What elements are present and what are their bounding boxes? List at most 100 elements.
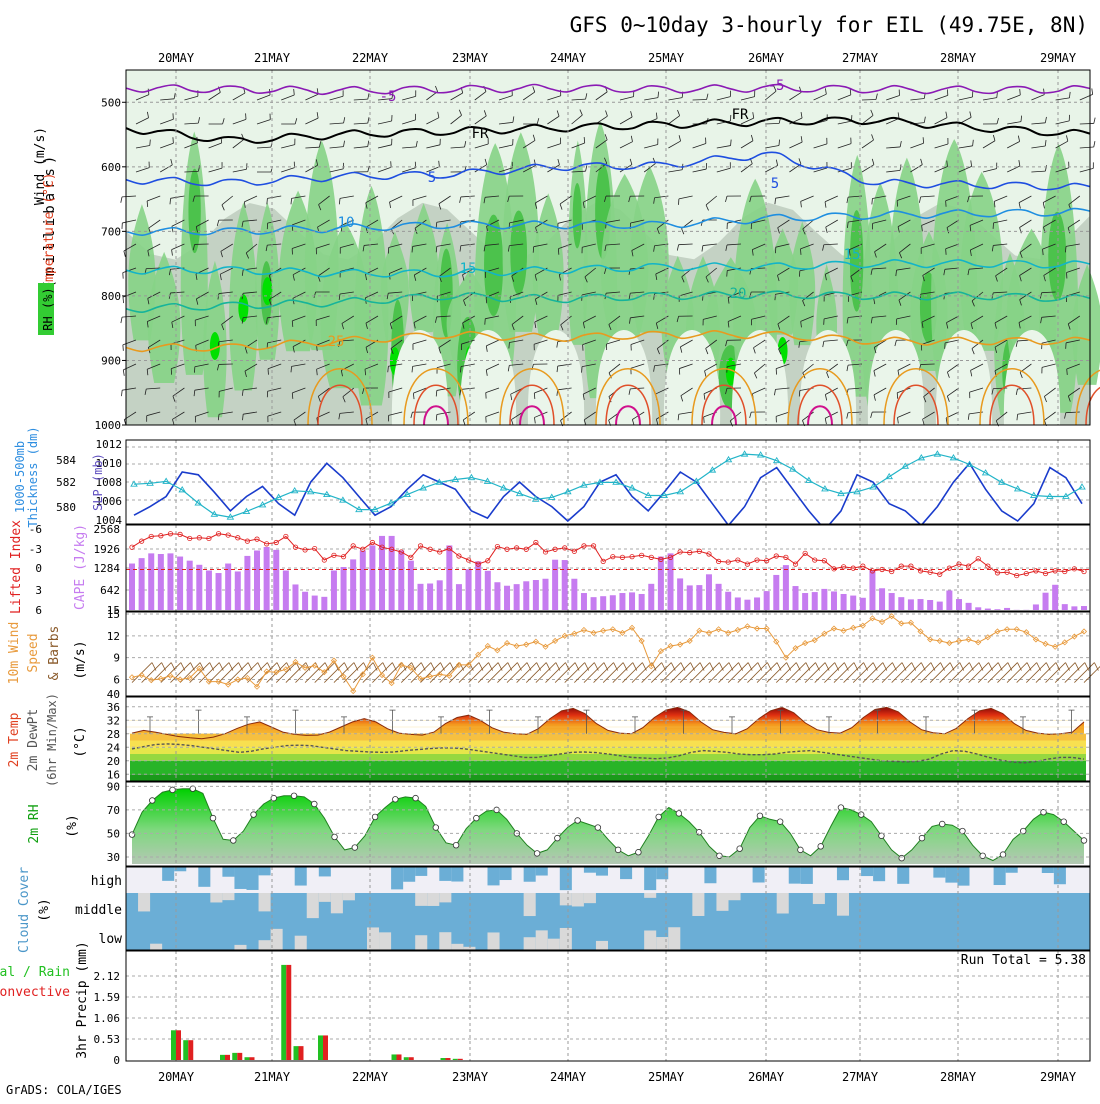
cloud-mid-gap [427, 893, 439, 906]
cape-bar [264, 547, 270, 610]
cape-bar [437, 580, 443, 610]
rh-point [251, 812, 257, 818]
isotherm-label: FR [472, 126, 489, 142]
cape-tick: 1926 [94, 543, 121, 556]
cape-bar [764, 591, 770, 610]
cape-bar [668, 553, 674, 610]
precip-total-bar [318, 1035, 323, 1060]
temp-tick: 20 [107, 755, 120, 768]
cloud-high-bar [560, 867, 572, 890]
cape-bar [523, 581, 529, 610]
wind-barb-flag [1092, 88, 1093, 94]
wind-barb-flag [147, 201, 148, 207]
cape-tick: 2568 [94, 523, 121, 536]
cape-bar [312, 596, 318, 610]
wind-barb-flag [1094, 141, 1095, 147]
rh-tick: 70 [107, 804, 120, 817]
rh-wet-core [188, 169, 200, 253]
isotherm-label: 5 [771, 176, 779, 192]
cloud-low-gap [415, 935, 427, 950]
rh-point [413, 795, 419, 801]
thickness-top-label: 1000-500mb [13, 441, 27, 513]
precip-conv-bar [225, 1055, 230, 1060]
day-label-top: 28MAY [940, 51, 977, 65]
cape-bar [841, 594, 847, 610]
precip-total-bar [220, 1055, 225, 1060]
cloud-high-bar [524, 867, 536, 882]
cloud-mid-gap [307, 893, 319, 918]
precip-conv-bar [237, 1053, 242, 1060]
rh-point [777, 819, 783, 825]
cape-bar [744, 600, 750, 610]
wind-barb-flag [872, 198, 873, 204]
rh-point [656, 814, 662, 820]
precip-conv-bar [299, 1046, 304, 1060]
cloud-high-bar [198, 867, 210, 887]
cloud-mid-gap [572, 893, 584, 906]
cloud-high-bar [222, 867, 234, 877]
precip-tick: 1.59 [94, 991, 121, 1004]
cloud-high-bar [945, 867, 957, 883]
rh-point [858, 812, 864, 818]
cloud-mid-gap [415, 893, 427, 906]
precip-conv-label: Convective [0, 985, 70, 1000]
cloud-unit: (%) [37, 898, 52, 921]
precip-conv-bar [188, 1040, 193, 1060]
li-tick: 3 [35, 584, 42, 597]
cape-bar [677, 578, 683, 610]
cape-bar [475, 561, 481, 610]
wind-barb-flag [124, 251, 125, 257]
cape-bar [812, 592, 818, 610]
precip-conv-bar [286, 965, 291, 1060]
temp-band [130, 741, 1086, 748]
cape-bar [908, 599, 914, 610]
cloud-high-bar [415, 867, 427, 876]
cape-bar [206, 570, 212, 610]
cape-bar [485, 571, 491, 610]
precip-total-bar [392, 1054, 397, 1060]
cloud-high-bar [994, 867, 1006, 885]
cloud-label: Cloud Cover [17, 867, 32, 953]
day-label-bottom: 20MAY [158, 1070, 195, 1084]
rh-wet-core [573, 183, 582, 248]
wind-label-2: Speed [26, 633, 41, 672]
isotherm-label: 25 [328, 334, 345, 350]
precip-total-bar [171, 1030, 176, 1060]
cloud-high-bar [957, 867, 969, 886]
cloud-high-bar [801, 867, 813, 884]
cloud-high-bar [753, 867, 765, 882]
cape-bar [1071, 606, 1077, 610]
cape-bar [1043, 593, 1049, 610]
cape-bar [591, 597, 597, 610]
li-tick: -3 [29, 543, 42, 556]
cape-bar [802, 593, 808, 610]
wind-tick: 15 [107, 608, 120, 621]
cape-bar [648, 584, 654, 610]
precip-axis-label: 3hr Precip (mm) [75, 941, 90, 1058]
cape-bar [292, 584, 298, 610]
precip-ticks: 2.121.591.060.530 [94, 970, 121, 1067]
wind-barb-flag [584, 137, 585, 143]
wind-barb [862, 99, 876, 100]
cape-bar [793, 586, 799, 610]
cape-bar [235, 571, 241, 610]
wind-barb-flag [799, 391, 800, 397]
cloud-low-gap [367, 927, 379, 950]
cloud-high-bar [391, 867, 403, 889]
cape-bar [696, 585, 702, 610]
rh-2m-unit: (%) [65, 814, 80, 837]
cape-bar [994, 609, 1000, 610]
wind-barb-flag [534, 393, 535, 399]
cloud-low-gap [439, 932, 451, 950]
isotherm-label: 5 [428, 170, 436, 186]
precip-total-bar [294, 1046, 299, 1060]
cloud-level-low: low [99, 932, 123, 947]
rh-point [474, 815, 480, 821]
rh-point [818, 844, 824, 850]
cloud-high-bar [403, 867, 415, 882]
cape-bar [504, 586, 510, 610]
